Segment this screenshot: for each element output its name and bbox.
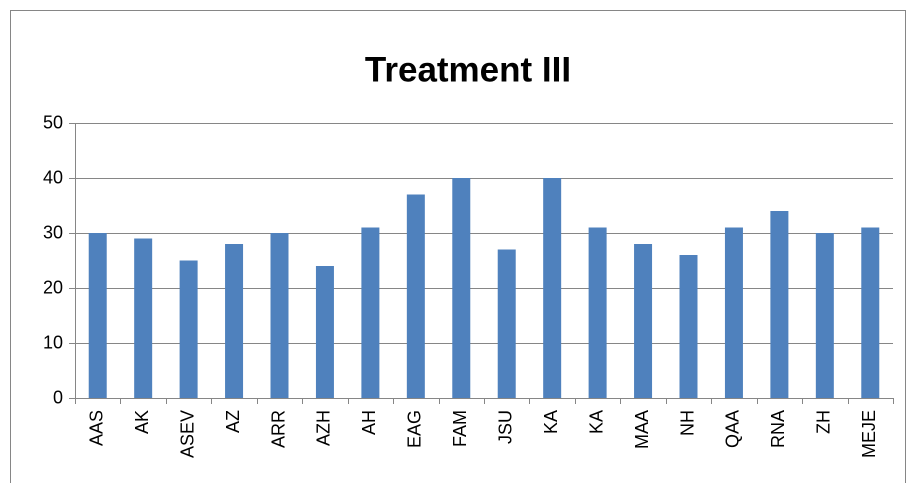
bar [406,194,425,398]
x-tick-label: NH [677,410,697,436]
bar [679,255,698,398]
bar [179,260,198,398]
y-tick-label: 50 [43,112,63,132]
x-tick-label: MEJE [859,410,879,458]
y-tick-label: 0 [53,387,63,407]
bar [770,211,789,398]
x-tick-label: ASEV [177,410,197,458]
x-tick-label: MAA [632,410,652,449]
bar [724,227,743,398]
bar [270,233,289,398]
x-tick-label: KA [541,410,561,434]
x-tick-label: JSU [495,410,515,444]
x-tick-label: FAM [450,410,470,447]
y-tick-label: 40 [43,167,63,187]
x-tick-label: ZH [814,410,834,434]
x-tick-label: ARR [268,410,288,448]
bar [861,227,880,398]
bar [815,233,834,398]
bar [634,244,653,398]
bar [497,249,516,398]
y-tick-label: 10 [43,332,63,352]
x-tick-label: RNA [768,410,788,448]
bar [543,178,562,398]
x-tick-label: AK [132,410,152,434]
bar [588,227,607,398]
x-tick-label: AAS [86,410,106,446]
x-tick-label: AZH [314,410,334,446]
chart-title: Treatment III [365,50,571,89]
bar [315,266,334,398]
x-tick-label: KA [586,410,606,434]
y-tick-label: 30 [43,222,63,242]
bar [361,227,380,398]
y-tick-label: 20 [43,277,63,297]
bar [225,244,244,398]
x-tick-label: EAG [405,410,425,448]
bar [88,233,107,398]
x-tick-label: AZ [223,410,243,433]
x-tick-label: AH [359,410,379,435]
x-tick-label: QAA [723,410,743,448]
bar [134,238,153,398]
bar [452,178,471,398]
